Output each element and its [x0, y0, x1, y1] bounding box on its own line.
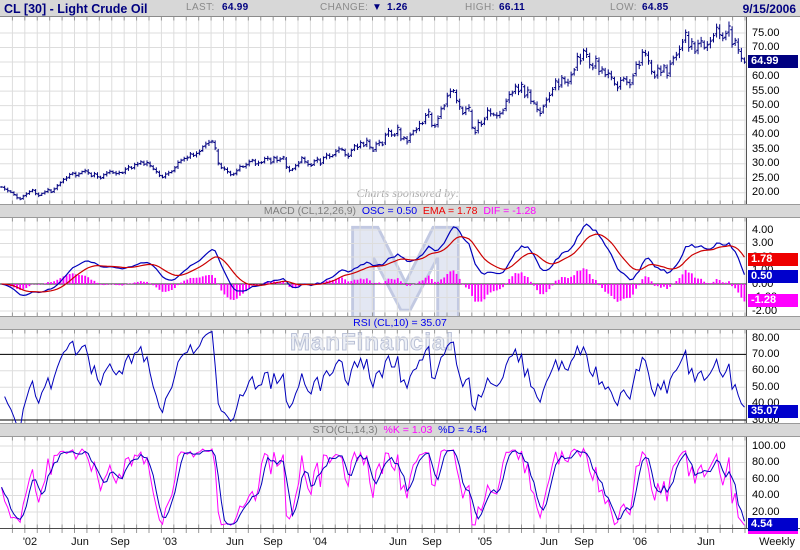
rsi-chart[interactable]	[0, 330, 746, 423]
time-tick-label: Jun	[540, 536, 558, 548]
time-tick-label: Sep	[110, 536, 130, 548]
time-tick-label: '06	[632, 536, 648, 548]
rsi-value-badge: 35.07	[748, 404, 798, 418]
y-tick-label: 20.00	[752, 186, 780, 199]
y-tick-label: 30.00	[752, 157, 780, 170]
y-tick-label: 3.00	[752, 237, 774, 249]
time-tick-label: Sep	[263, 536, 283, 548]
sto-d-badge: 4.54	[748, 517, 798, 531]
high-value: 66.11	[499, 2, 525, 13]
macd-ema-badge: 1.78	[748, 252, 798, 266]
last-label: LAST:	[186, 2, 215, 13]
y-tick-label: 20.00	[752, 505, 780, 518]
y-tick-label: 50.00	[752, 99, 780, 112]
y-tick-label: 45.00	[752, 113, 780, 126]
time-tick-label: Sep	[422, 536, 442, 548]
sto-k-value: %K = 1.03	[383, 424, 433, 436]
y-tick-label: 70.00	[752, 347, 780, 360]
y-tick-label: 40.00	[752, 128, 780, 141]
time-tick-label: Jun	[697, 536, 715, 548]
macd-panel: 4.003.002.001.000.00-1.00-2.001.780.50-1…	[0, 218, 800, 317]
sto-d-value: %D = 4.54	[438, 424, 488, 436]
y-tick-label: -2.00	[752, 304, 778, 317]
y-tick-label: 80.00	[752, 456, 780, 468]
change-value: 1.26	[387, 2, 408, 13]
time-tick-label: '02	[22, 536, 38, 548]
time-tick-label: Jun	[389, 536, 407, 548]
symbol-title: CL [30] - Light Crude Oil	[4, 2, 148, 16]
y-tick-label: 25.00	[752, 171, 780, 184]
macd-name: MACD (CL,12,26,9)	[263, 205, 357, 217]
high-label: HIGH:	[465, 2, 495, 13]
rsi-panel: 80.00 70.00 60.00 50.00 40.00 30.00 35.07	[0, 330, 800, 426]
sto-name: STO(CL,14,3)	[312, 424, 378, 436]
time-tick-label: '04	[312, 536, 328, 548]
watermark-brand-text: ManFinancial	[289, 329, 455, 357]
rsi-header-strip: RSI (CL,10) = 35.07	[0, 316, 800, 330]
sto-header-strip: STO(CL,14,3) %K = 1.03 %D = 4.54	[0, 423, 800, 437]
macd-osc-value: OSC = 0.50	[361, 205, 418, 217]
change-arrow-icon: ▼	[372, 2, 383, 13]
y-tick-label: 40.00	[752, 489, 780, 501]
y-tick-label: 60.00	[752, 472, 780, 485]
y-tick-label: 80.00	[752, 331, 780, 344]
macd-osc-badge: 0.50	[748, 270, 798, 284]
y-tick-label: 70.00	[752, 41, 780, 54]
time-axis-ticks	[11, 529, 746, 533]
quote-header: CL [30] - Light Crude Oil LAST: 64.99 CH…	[0, 0, 800, 17]
sto-chart[interactable]	[0, 437, 746, 528]
chart-date: 9/15/2006	[742, 2, 796, 16]
macd-ema-value: EMA = 1.78	[422, 205, 478, 217]
price-axis: 75.00 70.00 60.00 55.00 50.00 45.00 40.00 35.00…	[746, 17, 800, 204]
macd-chart[interactable]	[0, 218, 746, 316]
timeframe-label: Weekly	[759, 536, 795, 548]
y-tick-label: 75.00	[752, 26, 780, 39]
price-last-badge: 64.99	[748, 55, 798, 69]
low-value: 64.85	[642, 2, 669, 13]
macd-dif-value: DIF = -1.28	[483, 205, 537, 217]
y-tick-label: 55.00	[752, 84, 780, 97]
rsi-axis: 80.00 70.00 60.00 50.00 40.00 30.00 35.07	[746, 330, 800, 426]
low-label: LOW:	[610, 2, 637, 13]
macd-axis: 4.003.002.001.000.00-1.00-2.001.780.50-1…	[746, 218, 800, 317]
y-tick-label: 60.00	[752, 364, 780, 377]
macd-header-strip: MACD (CL,12,26,9) OSC = 0.50 EMA = 1.78 …	[0, 204, 800, 218]
rsi-label: RSI (CL,10) = 35.07	[353, 317, 447, 329]
price-panel: 75.00 70.00 60.00 55.00 50.00 45.00 40.00 35.00…	[0, 17, 800, 204]
macd-dif-badge: -1.28	[748, 294, 798, 308]
change-label: CHANGE:	[320, 2, 369, 13]
price-chart[interactable]	[0, 17, 746, 204]
time-tick-label: '03	[162, 536, 178, 548]
y-tick-label: 4.00	[752, 223, 774, 236]
time-tick-label: Jun	[71, 536, 89, 548]
last-value: 64.99	[222, 2, 249, 13]
y-tick-label: 100.00	[752, 439, 786, 452]
y-tick-label: 60.00	[752, 70, 780, 83]
time-tick-label: '05	[477, 536, 493, 548]
y-tick-label: 50.00	[752, 380, 780, 393]
time-tick-label: Sep	[574, 536, 594, 548]
y-tick-label: 35.00	[752, 142, 780, 155]
time-tick-label: Jun	[226, 536, 244, 548]
time-axis: Weekly '02 Jun Sep '03 Jun Sep '04 Jun Sep '05 Jun…	[0, 528, 800, 550]
